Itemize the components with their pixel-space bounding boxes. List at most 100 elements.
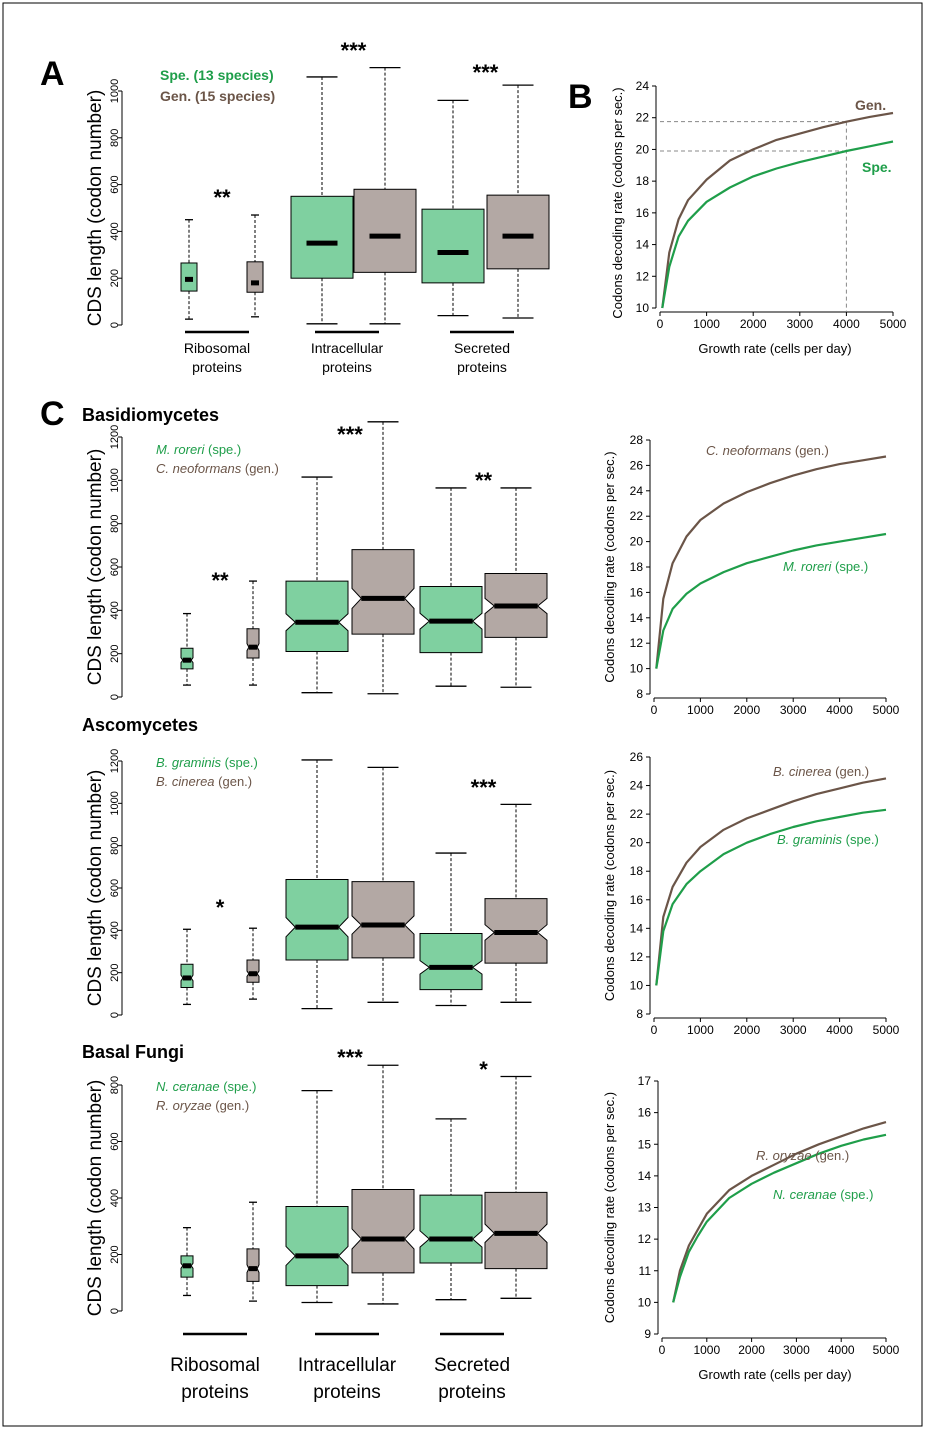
panel-c-ascomycetes-curve-x-tick-label: 5000 bbox=[873, 1023, 900, 1037]
panel-c-basal-fungi-curve-y-tick-label: 12 bbox=[638, 1232, 652, 1246]
panel-c-basal-fungi-significance: *** bbox=[337, 1045, 363, 1070]
panel-c-basal-fungi-curve-y-tick-label: 15 bbox=[638, 1137, 652, 1151]
panel-c-basal-fungi-box bbox=[419, 1194, 483, 1264]
panel-c-ascomycetes-curve-gen-suffix: (gen.) bbox=[832, 764, 870, 779]
panel-c-basal-fungi-curve-series-line bbox=[672, 1133, 887, 1303]
panel-c-basidiomycetes-significance: ** bbox=[475, 468, 493, 493]
panel-c-basal-fungi-legend-gen: R. oryzae (gen.) bbox=[156, 1098, 249, 1113]
panel-c-basidiomycetes-curve-spe-label: M. roreri (spe.) bbox=[783, 559, 868, 574]
panel-c-ascomycetes-curve-x-tick-label: 1000 bbox=[687, 1023, 714, 1037]
panel-c-category-label: Intracellular bbox=[298, 1355, 397, 1376]
panel-c-ascomycetes-curve-gen-label: B. cinerea (gen.) bbox=[773, 764, 869, 779]
panel-b-y-tick-label: 12 bbox=[636, 269, 650, 283]
panel-c-ascomycetes-curve-series-line bbox=[655, 808, 887, 986]
panel-c-basal-fungi-curve-y-tick-label: 13 bbox=[638, 1201, 652, 1215]
panel-c-ascomycetes-curve-y-tick-label: 26 bbox=[630, 750, 644, 764]
panel-a-y-axis-title: CDS length (codon number) bbox=[85, 90, 106, 327]
panel-c-basal-fungi-curve-y-tick-label: 11 bbox=[639, 1264, 652, 1278]
panel-c-basal-fungi-curve-gen-label: R. oryzae (gen.) bbox=[756, 1148, 849, 1163]
panel-c-basal-fungi-legend-gen-suffix: (gen.) bbox=[212, 1098, 250, 1113]
panel-c-ascomycetes-curve-y-tick-label: 8 bbox=[636, 1007, 643, 1021]
panel-c-basidiomycetes-curve-x-tick-label: 4000 bbox=[826, 703, 853, 717]
panel-b-gen-label: Gen. bbox=[855, 97, 886, 113]
panel-c-basidiomycetes-curve-y-tick-label: 18 bbox=[630, 560, 644, 574]
panel-a-legend-gen: Gen. (15 species) bbox=[160, 88, 275, 104]
panel-c-basidiomycetes-curve-gen-suffix: (gen.) bbox=[791, 443, 829, 458]
panel-b-spe-label: Spe. bbox=[862, 159, 892, 175]
panel-c-basidiomycetes-curve-x-tick-label: 5000 bbox=[873, 703, 900, 717]
panel-a-y-tick-label: 800 bbox=[109, 129, 121, 147]
panel-c-basidiomycetes-y-tick-label: 0 bbox=[109, 694, 121, 700]
panel-c-category-label: Ribosomal bbox=[170, 1355, 260, 1376]
panel-c-category-label: proteins bbox=[181, 1382, 249, 1403]
panel-c-category-label: Secreted bbox=[434, 1355, 510, 1376]
panel-c-basidiomycetes-box bbox=[285, 580, 349, 652]
panel-c-basidiomycetes-curve-spe-suffix: (spe.) bbox=[831, 559, 868, 574]
panel-c-basidiomycetes-curve-y-tick-label: 20 bbox=[630, 535, 644, 549]
panel-c-basal-fungi-curve-x-axis-title: Growth rate (cells per day) bbox=[698, 1367, 851, 1382]
panel-c-category-label: proteins bbox=[313, 1382, 381, 1403]
panel-c-ascomycetes-title: Ascomycetes bbox=[82, 715, 198, 735]
panel-c-ascomycetes-y-tick-label: 200 bbox=[109, 963, 121, 981]
panel-c-basal-fungi-curve-spe-suffix: (spe.) bbox=[837, 1187, 874, 1202]
panel-a-significance: *** bbox=[341, 38, 367, 63]
panel-c-basal-fungi-curve-x-tick-label: 1000 bbox=[693, 1343, 720, 1357]
panel-c-basidiomycetes-y-tick-label: 1000 bbox=[109, 468, 121, 492]
panel-c-basidiomycetes-legend-gen-suffix: (gen.) bbox=[241, 461, 279, 476]
panel-a-y-tick-label: 400 bbox=[109, 222, 121, 240]
panel-c-ascomycetes-y-tick-label: 600 bbox=[109, 879, 121, 897]
panel-a-y-tick-label: 0 bbox=[109, 322, 121, 328]
panel-b-x-tick-label: 2000 bbox=[740, 317, 767, 331]
panel-c-basidiomycetes-y-tick-label: 400 bbox=[109, 601, 121, 619]
panel-c-basidiomycetes-curve-y-tick-label: 12 bbox=[630, 636, 644, 650]
panel-a-category-label: Secreted bbox=[454, 340, 510, 356]
panel-c-ascomycetes-curve-y-tick-label: 18 bbox=[630, 864, 644, 878]
panel-c-ascomycetes-curve-y-tick-label: 24 bbox=[630, 779, 644, 793]
panel-c-ascomycetes-significance: * bbox=[216, 895, 225, 920]
panel-c-basidiomycetes-curve-y-tick-label: 26 bbox=[630, 458, 644, 472]
panel-c-basidiomycetes-curve-series-line bbox=[655, 455, 887, 669]
panel-c-basal-fungi-legend-gen-name: R. oryzae bbox=[156, 1098, 212, 1113]
panel-c-ascomycetes-y-tick-label: 0 bbox=[109, 1012, 121, 1018]
panel-a-y-tick-label: 200 bbox=[109, 269, 121, 287]
panel-a-category-label: Ribosomal bbox=[184, 340, 250, 356]
panel-c-basidiomycetes-legend-spe: M. roreri (spe.) bbox=[156, 442, 241, 457]
panel-c-basidiomycetes-y-axis-title: CDS length (codon number) bbox=[85, 449, 106, 686]
panel-b-y-tick-label: 24 bbox=[636, 79, 650, 93]
panel-c-basidiomycetes-significance: ** bbox=[211, 568, 229, 593]
panel-c-basal-fungi-curve-y-axis-title: Codons decoding rate (codons per sec.) bbox=[602, 1092, 617, 1323]
panel-c-ascomycetes-legend-gen-name: B. cinerea bbox=[156, 774, 215, 789]
panel-c-ascomycetes-y-axis-title: CDS length (codon number) bbox=[85, 770, 106, 1007]
panel-c-basidiomycetes-curve-y-tick-label: 14 bbox=[630, 611, 644, 625]
panel-b-series-line bbox=[661, 140, 894, 309]
panel-c-basidiomycetes-y-tick-label: 800 bbox=[109, 514, 121, 532]
panel-c-basidiomycetes-significance: *** bbox=[337, 422, 363, 447]
panel-c-ascomycetes-curve-y-tick-label: 20 bbox=[630, 836, 644, 850]
panel-c-ascomycetes-y-tick-label: 1000 bbox=[109, 791, 121, 815]
panel-a-y-tick-label: 1000 bbox=[109, 79, 121, 103]
panel-c-basidiomycetes-legend-spe-suffix: (spe.) bbox=[204, 442, 241, 457]
panel-a-category-label: proteins bbox=[192, 359, 242, 375]
panel-c-basidiomycetes-curve-y-tick-label: 28 bbox=[630, 433, 644, 447]
panel-b-x-tick-label: 5000 bbox=[880, 317, 907, 331]
panel-a-legend-spe: Spe. (13 species) bbox=[160, 67, 274, 83]
panel-a-y-tick-label: 600 bbox=[109, 175, 121, 193]
panel-c-ascomycetes-curve-y-tick-label: 10 bbox=[630, 978, 644, 992]
panel-c-basal-fungi-curve-x-tick-label: 3000 bbox=[783, 1343, 810, 1357]
panel-c-basidiomycetes-legend-spe-name: M. roreri bbox=[156, 442, 206, 457]
panel-c-ascomycetes-legend-spe-suffix: (spe.) bbox=[221, 755, 258, 770]
panel-c-basidiomycetes-curve-x-tick-label: 3000 bbox=[780, 703, 807, 717]
panel-c-basal-fungi-curve-y-tick-label: 9 bbox=[644, 1327, 651, 1341]
panel-c-basal-fungi-curve-x-tick-label: 2000 bbox=[738, 1343, 765, 1357]
panel-c-basal-fungi-curve-x-tick-label: 0 bbox=[659, 1343, 666, 1357]
panel-b-y-axis-title: Codons decoding rate (codons per sec.) bbox=[610, 87, 625, 318]
panel-c-basal-fungi-curve-spe-label: N. ceranae (spe.) bbox=[773, 1187, 873, 1202]
panel-b-y-tick-label: 14 bbox=[636, 238, 650, 252]
panel-b-y-tick-label: 18 bbox=[636, 174, 650, 188]
panel-c-ascomycetes-box bbox=[419, 933, 483, 991]
panel-a-significance: *** bbox=[473, 60, 499, 85]
panel-c-basidiomycetes-curve-x-tick-label: 1000 bbox=[687, 703, 714, 717]
panel-a-box bbox=[290, 195, 354, 279]
panel-c-basal-fungi-significance: * bbox=[479, 1057, 488, 1082]
panel-c-basal-fungi-y-tick-label: 400 bbox=[109, 1189, 121, 1207]
